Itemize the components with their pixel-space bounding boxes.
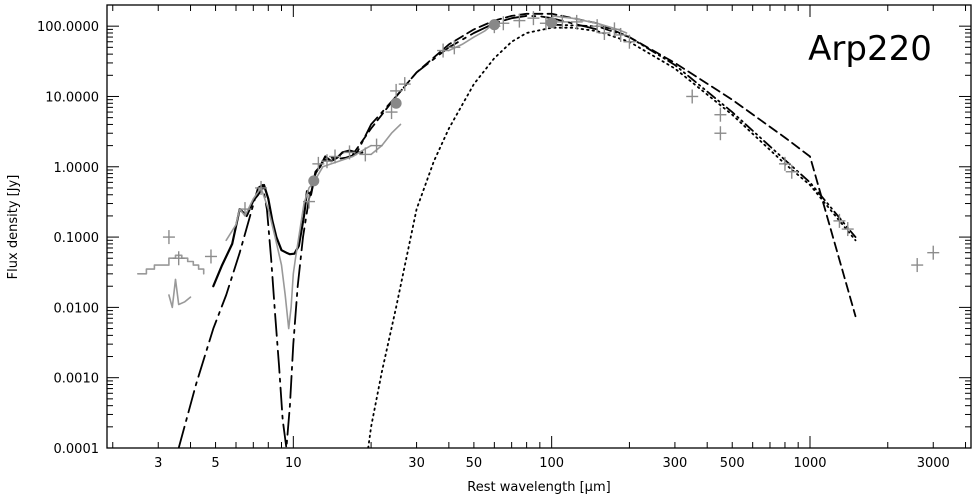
series-3-dotted-line <box>367 26 857 448</box>
y-tick-label: 10.0000 <box>45 90 99 105</box>
data-point-cross-30 <box>686 89 699 104</box>
y-tick-label: 0.1000 <box>54 231 100 246</box>
x-tick-label: 3 <box>154 456 162 471</box>
data-point-cross-8 <box>329 149 342 164</box>
data-point-cross-4 <box>255 180 268 195</box>
data-point-cross-12 <box>385 105 398 120</box>
data-point-cross-38 <box>927 245 940 260</box>
x-tick-label: 500 <box>720 456 745 471</box>
data-point-cross-15 <box>437 43 450 58</box>
x-axis-ticks: 3 5 10 30 50 100 300 500 1000 3000 <box>112 5 967 471</box>
data-point-cross-37 <box>911 258 924 273</box>
x-tick-label: 30 <box>408 456 425 471</box>
data-point-cross-3 <box>238 202 251 217</box>
data-point-cross-2 <box>204 249 217 264</box>
data-point-cross-9 <box>343 145 356 160</box>
data-point-cross-34 <box>785 164 798 179</box>
series-8-solid-line <box>448 22 496 52</box>
data-point-cross-1 <box>172 251 185 266</box>
y-tick-label: 1.0000 <box>54 161 100 176</box>
data-point-dot-40 <box>390 97 402 109</box>
object-label: Arp220 <box>808 29 932 69</box>
x-tick-label: 3000 <box>917 456 950 471</box>
y-tick-label: 0.0100 <box>54 301 100 316</box>
data-point-dot-39 <box>308 175 320 187</box>
data-point-cross-33 <box>778 156 791 171</box>
data-point-cross-27 <box>608 22 621 37</box>
model-curves <box>137 12 857 448</box>
y-tick-label: 0.0010 <box>54 372 100 387</box>
data-point-cross-10 <box>359 147 372 162</box>
y-axis-ticks: 0.0001 0.0010 0.0100 0.1000 1.0000 10.0000 100… <box>37 4 971 457</box>
data-point-cross-35 <box>833 213 846 228</box>
series-4-dash-dot-dot-line <box>550 23 857 238</box>
data-point-cross-24 <box>570 14 583 29</box>
plot-frame <box>106 4 972 449</box>
series-7-solid-line <box>225 144 372 330</box>
x-tick-label: 300 <box>663 456 688 471</box>
data-point-cross-0 <box>162 230 175 245</box>
data-point-cross-11 <box>370 138 383 153</box>
series-0-solid-line <box>212 149 364 288</box>
x-tick-label: 100 <box>539 456 564 471</box>
data-point-cross-31 <box>714 107 727 122</box>
series-5-solid-line <box>137 254 205 275</box>
data-point-cross-14 <box>398 77 411 92</box>
x-axis-title: Rest wavelength [μm] <box>467 480 610 494</box>
data-point-dot-41 <box>488 19 500 31</box>
x-tick-label: 50 <box>466 456 483 471</box>
y-tick-label: 100.0000 <box>37 20 99 35</box>
data-point-cross-7 <box>320 154 333 169</box>
series-6-solid-line <box>168 278 192 309</box>
series-10-solid-line <box>370 123 402 156</box>
y-axis-title: Flux density [Jy] <box>6 175 21 280</box>
series-2-dashed-line <box>352 12 857 318</box>
data-point-cross-20 <box>527 11 540 26</box>
data-point-cross-26 <box>598 25 611 40</box>
data-point-cross-5 <box>303 194 316 209</box>
x-tick-label: 1000 <box>793 456 826 471</box>
data-point-cross-29 <box>623 34 636 49</box>
data-point-cross-36 <box>841 222 854 237</box>
data-point-cross-28 <box>614 27 627 42</box>
data-point-cross-13 <box>390 83 403 98</box>
y-tick-label: 0.0001 <box>54 442 100 457</box>
series-1-dash-dot-line <box>177 15 598 448</box>
data-point-cross-16 <box>448 40 461 55</box>
photometry-points <box>162 11 940 273</box>
data-point-cross-23 <box>556 14 569 29</box>
x-tick-label: 10 <box>285 456 302 471</box>
data-point-dot-42 <box>546 17 558 29</box>
data-point-cross-6 <box>312 156 325 171</box>
x-tick-label: 5 <box>211 456 219 471</box>
data-point-cross-32 <box>714 126 727 141</box>
data-point-cross-25 <box>591 19 604 34</box>
data-point-cross-19 <box>513 13 526 28</box>
